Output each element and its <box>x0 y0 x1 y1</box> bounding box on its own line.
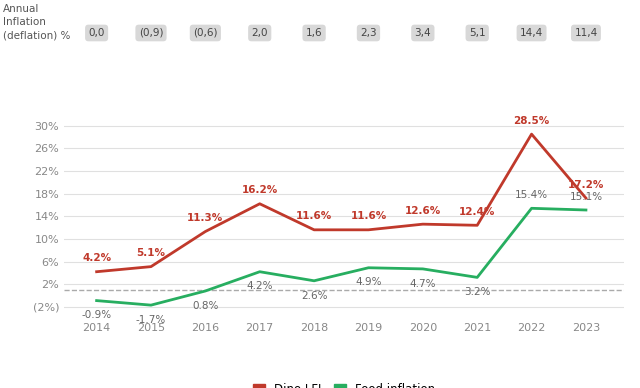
Text: 11.3%: 11.3% <box>188 213 223 223</box>
Text: 4.2%: 4.2% <box>246 281 273 291</box>
Text: -0.9%: -0.9% <box>81 310 112 320</box>
Text: (0,6): (0,6) <box>193 28 218 38</box>
Text: 14,4: 14,4 <box>520 28 543 38</box>
Text: -1.7%: -1.7% <box>136 315 166 325</box>
Text: 5.1%: 5.1% <box>136 248 166 258</box>
Text: 12.6%: 12.6% <box>404 206 441 216</box>
Text: 2,3: 2,3 <box>360 28 377 38</box>
Text: 12.4%: 12.4% <box>459 207 495 217</box>
Text: 11.6%: 11.6% <box>350 211 387 222</box>
Text: Annual
Inflation
(deflation) %: Annual Inflation (deflation) % <box>3 4 70 40</box>
Text: 11,4: 11,4 <box>574 28 598 38</box>
Text: 3.2%: 3.2% <box>464 287 490 297</box>
Text: 3,4: 3,4 <box>415 28 431 38</box>
Text: 2.6%: 2.6% <box>301 291 327 301</box>
Text: 1,6: 1,6 <box>306 28 323 38</box>
Text: 15.1%: 15.1% <box>570 192 602 202</box>
Text: 5,1: 5,1 <box>469 28 486 38</box>
Text: 28.5%: 28.5% <box>513 116 550 126</box>
Text: 15.4%: 15.4% <box>515 190 548 200</box>
Text: 4.7%: 4.7% <box>410 279 436 289</box>
Text: 4.9%: 4.9% <box>355 277 381 288</box>
Text: 2,0: 2,0 <box>252 28 268 38</box>
Text: 16.2%: 16.2% <box>242 185 278 196</box>
Text: 0.8%: 0.8% <box>192 301 218 311</box>
Text: 11.6%: 11.6% <box>296 211 332 222</box>
Text: (0,9): (0,9) <box>139 28 163 38</box>
Legend: Dino LFL, Food inflation: Dino LFL, Food inflation <box>248 378 440 388</box>
Text: 0,0: 0,0 <box>88 28 105 38</box>
Text: 4.2%: 4.2% <box>82 253 111 263</box>
Text: 17.2%: 17.2% <box>568 180 604 190</box>
